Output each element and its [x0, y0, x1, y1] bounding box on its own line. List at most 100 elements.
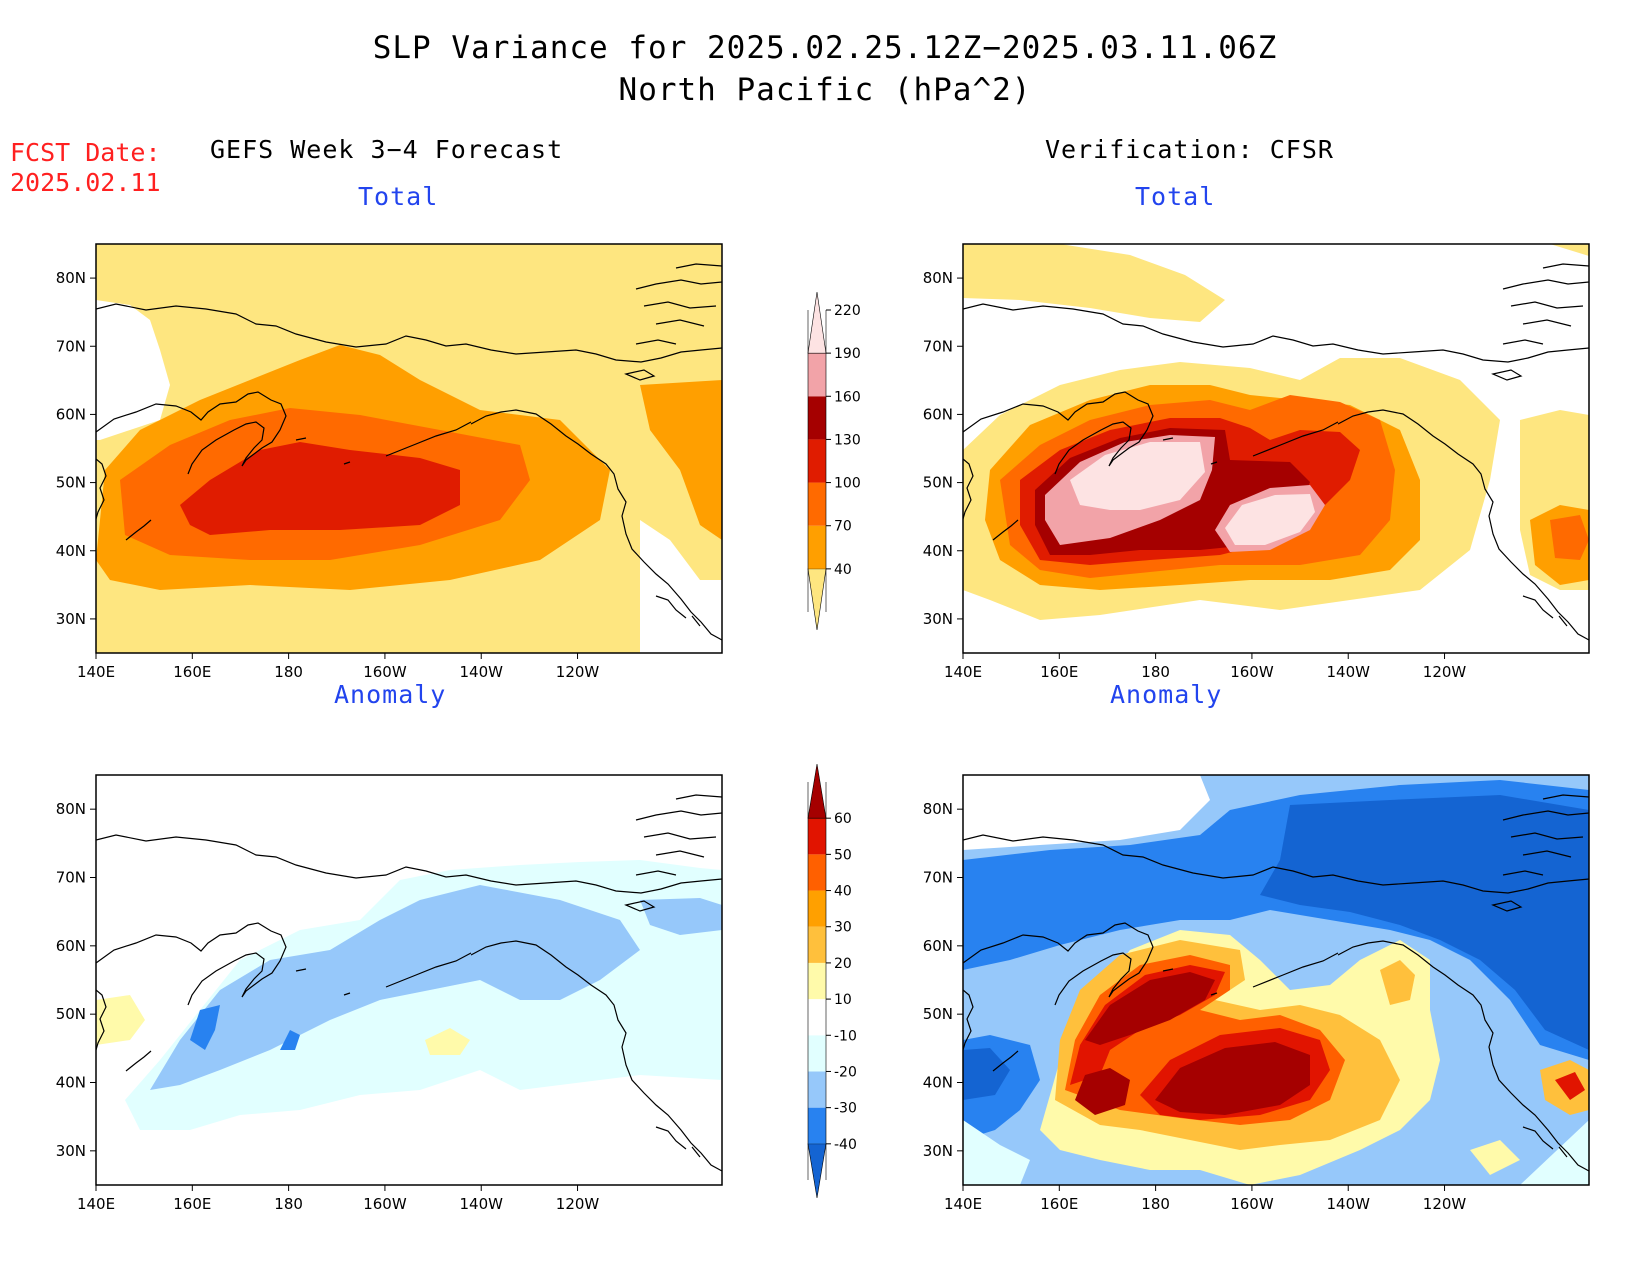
colorbar-label: -30: [834, 1101, 857, 1117]
lat-tick-label: 30N: [923, 610, 953, 628]
fcst-date: 2025.02.11: [10, 168, 161, 197]
colorbar-label: 40: [834, 562, 852, 578]
lat-tick-label: 60N: [923, 937, 953, 955]
lat-tick-label: 50N: [56, 474, 86, 492]
colorbar-swatch: [808, 1035, 826, 1072]
lat-tick-label: 60N: [56, 405, 86, 423]
panel-title-forecast-total: Total: [358, 182, 439, 211]
colorbar-swatch: [808, 890, 826, 927]
colorbar-label: 220: [834, 303, 861, 319]
lat-tick-label: 40N: [923, 1074, 953, 1092]
lat-tick-label: 70N: [56, 337, 86, 355]
lat-tick-label: 60N: [923, 405, 953, 423]
left-column-title: GEFS Week 3−4 Forecast: [210, 135, 564, 164]
lon-tick-label: 180: [1141, 1195, 1170, 1213]
lon-tick-label: 140E: [77, 663, 115, 681]
colorbar-swatch: [807, 763, 827, 819]
colorbar-swatch: [808, 926, 826, 963]
colorbar-total: 40 70 100 130 160 190 220: [807, 291, 861, 631]
colorbar-swatch: [807, 291, 827, 354]
colorbar-label: 20: [834, 956, 852, 972]
lat-tick-label: 30N: [56, 1142, 86, 1160]
lat-tick-label: 30N: [56, 610, 86, 628]
colorbar-label: 40: [834, 884, 852, 900]
lon-tick-label: 160E: [1040, 663, 1078, 681]
colorbar-label: 30: [834, 920, 852, 936]
lon-tick-label: 140E: [944, 1195, 982, 1213]
frame-forecast-anomaly: [95, 774, 723, 1186]
colorbar-label: 190: [834, 346, 861, 362]
colorbar-swatch: [808, 999, 826, 1036]
panel-title-verif-anomaly: Anomaly: [1110, 680, 1223, 709]
lon-tick-label: 120W: [1423, 663, 1467, 681]
map-forecast-total: [96, 244, 722, 653]
colorbar-swatch: [808, 525, 826, 569]
colorbar-label: -40: [834, 1137, 857, 1153]
colorbar-label: -20: [834, 1064, 857, 1080]
lat-tick-label: 60N: [56, 937, 86, 955]
lat-tick-label: 50N: [923, 1005, 953, 1023]
colorbar-label: -10: [834, 1028, 857, 1044]
lon-tick-label: 140W: [1326, 663, 1370, 681]
frame-forecast-total: [95, 243, 723, 654]
lon-tick-label: 160W: [1230, 1195, 1274, 1213]
colorbar-swatch: [808, 1107, 826, 1144]
colorbar-swatch: [808, 353, 826, 397]
lon-tick-label: 160E: [1040, 1195, 1078, 1213]
frame-verification-total: [962, 243, 1590, 654]
colorbar-swatch: [808, 439, 826, 483]
lat-tick-label: 40N: [923, 542, 953, 560]
colorbar-swatch: [808, 962, 826, 1000]
colorbar-swatch: [808, 818, 826, 855]
colorbar-swatch: [808, 1071, 826, 1108]
colorbar-label: 10: [834, 992, 852, 1008]
lat-tick-label: 80N: [56, 269, 86, 287]
lon-tick-label: 160W: [1230, 663, 1274, 681]
colorbar-label: 50: [834, 847, 852, 863]
lon-tick-label: 180: [1141, 663, 1170, 681]
fcst-label: FCST Date:: [10, 138, 161, 167]
fcst-date-block: FCST Date: 2025.02.11: [10, 138, 161, 198]
lat-tick-label: 70N: [56, 869, 86, 887]
lon-tick-label: 140E: [77, 1195, 115, 1213]
main-title-line2: North Pacific (hPa^2): [618, 72, 1032, 108]
colorbar-swatch: [808, 482, 826, 526]
lon-tick-label: 120W: [556, 1195, 600, 1213]
main-title-line1: SLP Variance for 2025.02.25.12Z−2025.03.…: [372, 30, 1278, 66]
lat-tick-label: 70N: [923, 869, 953, 887]
lon-tick-label: 140E: [944, 663, 982, 681]
colorbar-label: 60: [834, 811, 852, 827]
colorbar-label: 100: [834, 476, 861, 492]
lon-tick-label: 120W: [1423, 1195, 1467, 1213]
lon-tick-label: 160W: [363, 663, 407, 681]
panel-title-forecast-anomaly: Anomaly: [334, 680, 447, 709]
lon-tick-label: 140W: [459, 663, 503, 681]
colorbar-label: 70: [834, 519, 852, 535]
lon-tick-label: 160E: [173, 1195, 211, 1213]
lat-tick-label: 40N: [56, 1074, 86, 1092]
lat-tick-label: 80N: [56, 800, 86, 818]
map-verification-total: [963, 244, 1589, 653]
frame-verification-anomaly: [962, 774, 1590, 1186]
lon-tick-label: 160W: [363, 1195, 407, 1213]
lat-tick-label: 80N: [923, 800, 953, 818]
colorbar-swatch: [808, 396, 826, 440]
lon-tick-label: 140W: [1326, 1195, 1370, 1213]
lon-tick-label: 140W: [459, 1195, 503, 1213]
lon-tick-label: 180: [274, 663, 303, 681]
colorbar-anomaly: -40 -30 -20 -10 10 20 30 40 50 60: [807, 763, 857, 1199]
right-column-title: Verification: CFSR: [1045, 135, 1334, 164]
colorbar-swatch: [807, 1143, 827, 1199]
colorbar-swatch: [808, 854, 826, 891]
lat-tick-label: 30N: [923, 1142, 953, 1160]
lat-tick-label: 70N: [923, 337, 953, 355]
lat-tick-label: 50N: [56, 1005, 86, 1023]
lon-tick-label: 180: [274, 1195, 303, 1213]
lat-tick-label: 50N: [923, 474, 953, 492]
lat-tick-label: 40N: [56, 542, 86, 560]
lon-tick-label: 120W: [556, 663, 600, 681]
colorbar-label: 160: [834, 389, 861, 405]
map-verification-anomaly: [963, 775, 1589, 1185]
map-forecast-anomaly: [96, 775, 722, 1185]
